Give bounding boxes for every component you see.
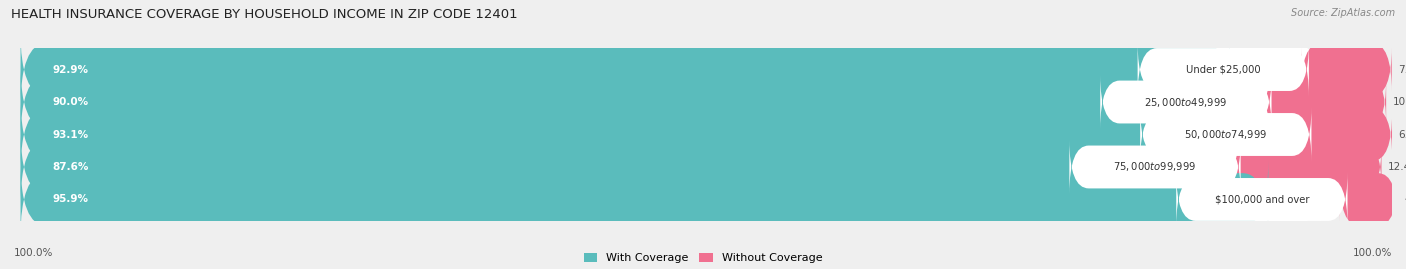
Text: Under $25,000: Under $25,000	[1185, 65, 1261, 75]
FancyBboxPatch shape	[1301, 43, 1392, 96]
Legend: With Coverage, Without Coverage: With Coverage, Without Coverage	[583, 253, 823, 263]
FancyBboxPatch shape	[1340, 173, 1398, 226]
FancyBboxPatch shape	[1137, 42, 1309, 97]
Text: $25,000 to $49,999: $25,000 to $49,999	[1144, 95, 1227, 108]
Text: $75,000 to $99,999: $75,000 to $99,999	[1114, 161, 1197, 174]
FancyBboxPatch shape	[1070, 140, 1240, 194]
FancyBboxPatch shape	[21, 96, 1232, 173]
FancyBboxPatch shape	[1140, 107, 1312, 162]
FancyBboxPatch shape	[1101, 75, 1271, 129]
FancyBboxPatch shape	[1303, 108, 1392, 161]
Text: 10.0%: 10.0%	[1392, 97, 1406, 107]
Text: 100.0%: 100.0%	[1353, 248, 1392, 258]
Text: 90.0%: 90.0%	[52, 97, 89, 107]
Text: 7.1%: 7.1%	[1398, 65, 1406, 75]
Text: 12.4%: 12.4%	[1388, 162, 1406, 172]
FancyBboxPatch shape	[21, 96, 1322, 173]
Text: 92.9%: 92.9%	[52, 65, 89, 75]
FancyBboxPatch shape	[21, 31, 1230, 108]
Text: HEALTH INSURANCE COVERAGE BY HOUSEHOLD INCOME IN ZIP CODE 12401: HEALTH INSURANCE COVERAGE BY HOUSEHOLD I…	[11, 8, 517, 21]
Text: 100.0%: 100.0%	[14, 248, 53, 258]
Text: 93.1%: 93.1%	[52, 129, 89, 140]
FancyBboxPatch shape	[21, 128, 1161, 206]
Text: Source: ZipAtlas.com: Source: ZipAtlas.com	[1291, 8, 1395, 18]
FancyBboxPatch shape	[21, 161, 1322, 238]
FancyBboxPatch shape	[21, 63, 1322, 141]
Text: $100,000 and over: $100,000 and over	[1215, 194, 1309, 204]
FancyBboxPatch shape	[21, 63, 1192, 141]
FancyBboxPatch shape	[21, 128, 1322, 206]
Text: 6.9%: 6.9%	[1399, 129, 1406, 140]
FancyBboxPatch shape	[21, 31, 1322, 108]
Text: 95.9%: 95.9%	[52, 194, 89, 204]
Text: 87.6%: 87.6%	[52, 162, 89, 172]
FancyBboxPatch shape	[1177, 172, 1347, 227]
Text: $50,000 to $74,999: $50,000 to $74,999	[1184, 128, 1267, 141]
FancyBboxPatch shape	[1233, 141, 1382, 193]
FancyBboxPatch shape	[1264, 76, 1386, 128]
FancyBboxPatch shape	[21, 161, 1268, 238]
Text: 4.1%: 4.1%	[1405, 194, 1406, 204]
